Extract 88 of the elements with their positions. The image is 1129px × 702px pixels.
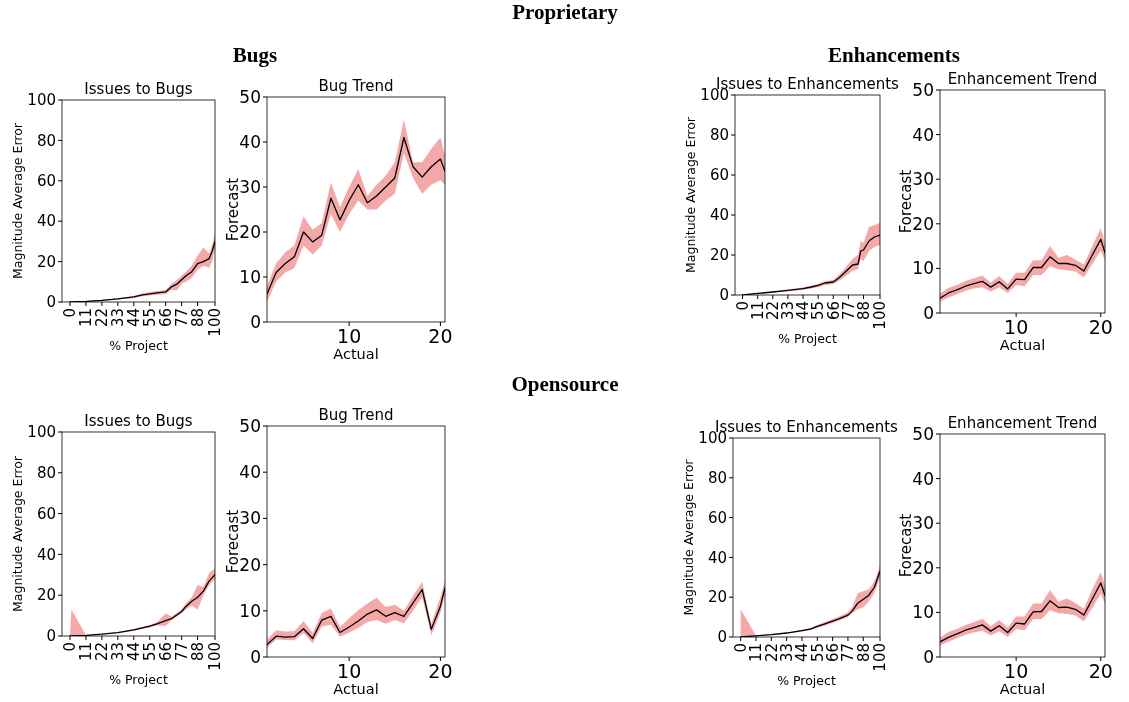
y-tick-label: 60 — [36, 172, 56, 191]
x-tick-label: 100 — [206, 642, 225, 671]
x-tick-label: 0 — [731, 643, 750, 653]
y-tick-label: 80 — [709, 126, 729, 145]
x-axis-title: % Project — [109, 338, 168, 353]
x-tick-label: 88 — [188, 642, 207, 662]
y-tick-label: 20 — [239, 221, 261, 242]
x-tick-label: 22 — [93, 308, 112, 328]
x-tick-label: 20 — [428, 660, 453, 683]
y-tick-label: 40 — [239, 131, 261, 152]
x-tick-label: 33 — [109, 642, 128, 662]
y-tick-label: 10 — [912, 258, 934, 279]
y-tick-label: 10 — [239, 266, 261, 287]
y-tick-label: 40 — [912, 124, 934, 145]
x-tick-label: 11 — [77, 308, 96, 328]
x-tick-label: 33 — [109, 308, 128, 328]
y-axis-title: Magnitude Average Error — [10, 455, 25, 612]
chart-title: Bug Trend — [318, 406, 394, 424]
y-tick-label: 20 — [912, 213, 934, 234]
x-axis-title: % Project — [778, 331, 837, 346]
x-tick-label: 0 — [61, 642, 80, 652]
y-tick-label: 50 — [912, 423, 934, 444]
x-tick-label: 20 — [1088, 316, 1113, 339]
y-tick-label: 20 — [36, 586, 56, 605]
y-axis-title: Magnitude Average Error — [683, 116, 698, 273]
x-axis-title: Actual — [333, 346, 379, 362]
text: Proprietary — [512, 0, 619, 24]
y-axis-title: Magnitude Average Error — [10, 122, 25, 279]
y-tick-label: 30 — [912, 513, 934, 534]
x-tick-label: 10 — [337, 325, 362, 348]
x-tick-label: 0 — [61, 308, 80, 318]
y-tick-label: 80 — [36, 464, 56, 483]
chart-title: Issues to Bugs — [84, 412, 193, 430]
y-tick-label: 20 — [709, 246, 729, 265]
text: Opensource — [511, 372, 619, 396]
y-tick-label: 80 — [36, 131, 56, 150]
x-axis-title: % Project — [109, 672, 168, 687]
x-tick-label: 100 — [871, 301, 890, 330]
x-tick-label: 77 — [172, 642, 191, 662]
chart-title: Issues to Bugs — [84, 80, 193, 98]
x-tick-label: 22 — [93, 642, 112, 662]
y-tick-label: 40 — [239, 462, 261, 483]
x-tick-label: 100 — [871, 643, 890, 672]
y-tick-label: 50 — [239, 86, 261, 107]
y-tick-label: 20 — [912, 557, 934, 578]
x-axis-title: % Project — [777, 673, 836, 688]
x-tick-label: 100 — [206, 308, 225, 337]
y-tick-label: 100 — [27, 91, 56, 110]
y-tick-label: 40 — [36, 212, 56, 231]
chart-title: Bug Trend — [318, 77, 394, 95]
x-axis-title: Actual — [333, 681, 379, 697]
x-tick-label: 88 — [188, 308, 207, 328]
x-axis-title: Actual — [999, 337, 1046, 353]
y-tick-label: 60 — [709, 166, 729, 185]
y-tick-label: 60 — [707, 508, 727, 527]
y-tick-label: 30 — [239, 176, 261, 197]
y-tick-label: 50 — [912, 79, 934, 100]
y-tick-label: 10 — [239, 600, 261, 621]
x-tick-label: 10 — [337, 660, 362, 683]
y-tick-label: 10 — [912, 602, 934, 623]
y-tick-label: 80 — [707, 469, 727, 488]
y-tick-label: 30 — [912, 169, 934, 190]
y-axis-title: Magnitude Average Error — [681, 458, 696, 616]
x-tick-label: 10 — [1004, 316, 1029, 339]
y-tick-label: 50 — [239, 415, 261, 436]
x-tick-label: 11 — [77, 642, 96, 662]
y-tick-label: 40 — [709, 206, 729, 225]
y-tick-label: 30 — [239, 508, 261, 529]
text: Bugs — [232, 43, 278, 67]
y-tick-label: 100 — [27, 423, 56, 442]
y-tick-label: 0 — [719, 286, 729, 305]
chart-title: Enhancement Trend — [947, 414, 1098, 432]
text: Enhancements — [828, 43, 960, 67]
y-tick-label: 20 — [36, 252, 56, 271]
x-tick-label: 66 — [156, 308, 175, 328]
x-tick-label: 77 — [172, 308, 191, 328]
x-tick-label: 20 — [1088, 660, 1113, 683]
y-tick-label: 20 — [239, 554, 261, 575]
y-tick-label: 40 — [912, 468, 934, 489]
y-tick-label: 40 — [36, 545, 56, 564]
x-tick-label: 66 — [156, 642, 175, 662]
chart-title: Enhancement Trend — [947, 70, 1098, 88]
x-axis-title: Actual — [999, 681, 1046, 697]
y-tick-label: 60 — [36, 504, 56, 523]
x-tick-label: 20 — [428, 325, 453, 348]
y-tick-label: 40 — [707, 548, 727, 567]
x-tick-label: 10 — [1004, 660, 1029, 683]
y-tick-label: 20 — [707, 588, 727, 607]
